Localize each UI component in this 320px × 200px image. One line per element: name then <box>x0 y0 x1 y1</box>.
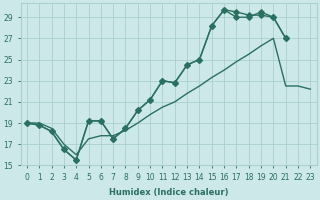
X-axis label: Humidex (Indice chaleur): Humidex (Indice chaleur) <box>109 188 228 197</box>
